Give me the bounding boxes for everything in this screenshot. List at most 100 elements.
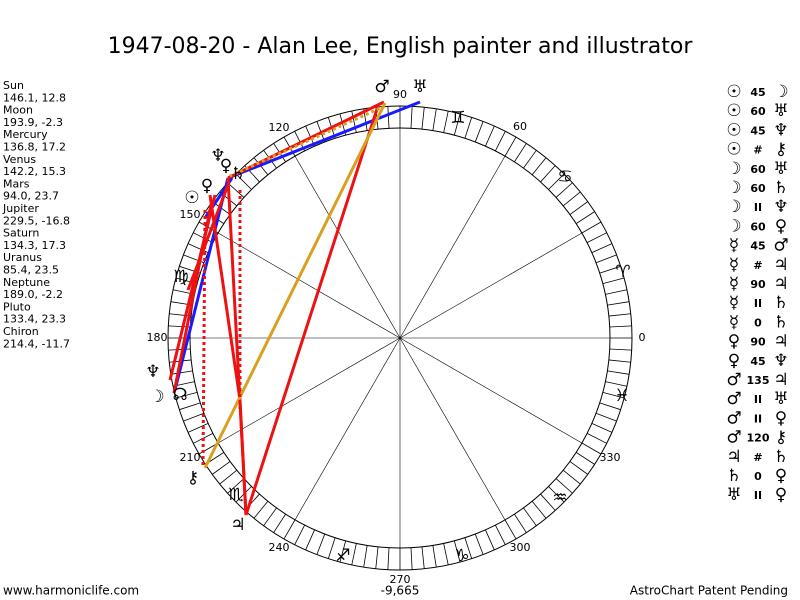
footer-right: AstroChart Patent Pending xyxy=(630,584,788,598)
aspect-from: ☿ xyxy=(729,236,739,256)
aspect-to: ♄ xyxy=(773,178,788,198)
ring-tick xyxy=(609,325,632,328)
ring-tick xyxy=(464,117,473,139)
aspect-type: # xyxy=(753,259,762,272)
aspect-to: ♀ xyxy=(775,408,787,428)
ring-tick xyxy=(494,524,506,545)
degree-label: 330 xyxy=(600,451,621,464)
spoke xyxy=(294,155,401,339)
aspect-to: ♅ xyxy=(773,389,788,409)
aspect-to: ♆ xyxy=(773,351,788,371)
ring-tick xyxy=(183,412,205,422)
aspect-type: II xyxy=(754,393,762,406)
ring-tick xyxy=(504,136,517,157)
sign-glyph: ♋ xyxy=(557,167,572,187)
planet-name: Venus xyxy=(3,153,36,166)
sign-glyph: ♐ xyxy=(335,546,350,566)
ring-tick xyxy=(169,313,192,317)
aspect-type: # xyxy=(753,144,762,157)
ring-tick xyxy=(464,537,473,559)
aspect-to: ♀ xyxy=(775,485,787,505)
ring-tick xyxy=(602,277,625,285)
spoke xyxy=(294,337,401,521)
degree-label: 60 xyxy=(513,120,527,133)
ring-tick xyxy=(531,500,547,519)
planet-glyph: ♄ xyxy=(230,164,245,184)
aspect-lines xyxy=(168,100,421,516)
aspect-from: ☉ xyxy=(726,120,741,140)
ring-tick xyxy=(283,519,296,540)
ring-tick xyxy=(219,469,238,485)
ring-tick xyxy=(316,533,326,555)
aspect-line xyxy=(203,102,387,469)
planet-name: Neptune xyxy=(3,276,50,289)
ring-tick xyxy=(599,265,621,274)
aspect-line xyxy=(244,105,380,516)
ring-tick xyxy=(523,150,537,169)
ring-tick xyxy=(432,545,437,568)
planet-name: Saturn xyxy=(3,227,39,240)
planet-name: Mars xyxy=(3,177,30,190)
aspect-line xyxy=(186,184,230,291)
ring-tick xyxy=(410,106,413,129)
sign-glyph: ♊ xyxy=(450,108,465,128)
planet-glyph: ☽ xyxy=(149,387,164,407)
ring-tick xyxy=(187,243,209,253)
spoke xyxy=(399,337,583,444)
aspect-from: ☽ xyxy=(726,159,741,179)
ring-tick xyxy=(548,486,565,503)
aspect-from: ♃ xyxy=(726,447,741,467)
planet-position: 94.0, 23.7 xyxy=(3,190,59,203)
ring-tick xyxy=(227,182,245,198)
aspect-type: 135 xyxy=(747,374,770,387)
ring-tick xyxy=(410,547,413,570)
planet-name: Mercury xyxy=(3,128,48,141)
aspect-line xyxy=(229,104,386,178)
ring-tick xyxy=(562,469,581,485)
planet-glyph: ♅ xyxy=(412,77,427,97)
planet-name: Sun xyxy=(3,79,24,92)
aspect-to: ☽ xyxy=(773,82,788,102)
ring-tick xyxy=(351,543,357,566)
aspect-line xyxy=(201,209,207,466)
aspect-from: ☉ xyxy=(726,140,741,160)
aspect-from: ☽ xyxy=(726,216,741,236)
ring-tick xyxy=(253,500,269,519)
aspect-type: 45 xyxy=(750,355,765,368)
aspect-to: ♄ xyxy=(773,312,788,332)
spoke xyxy=(399,155,506,339)
planet-position: 85.4, 23.5 xyxy=(3,264,59,277)
ring-tick xyxy=(387,547,390,570)
ring-tick xyxy=(504,519,517,540)
spoke xyxy=(217,232,401,339)
ring-tick xyxy=(514,143,527,163)
ring-tick xyxy=(168,348,191,351)
sign-glyph: ♍ xyxy=(173,267,188,287)
ring-tick xyxy=(375,546,379,569)
ring-tick xyxy=(555,182,573,198)
aspect-to: ♅ xyxy=(773,101,788,121)
aspect-from: ☽ xyxy=(726,197,741,217)
ring-tick xyxy=(595,254,617,264)
sign-glyph: ♑ xyxy=(454,546,469,566)
spoke xyxy=(399,337,506,521)
sign-glyph: ♓ xyxy=(614,386,629,406)
ring-tick xyxy=(443,543,449,566)
aspect-from: ☿ xyxy=(729,274,739,294)
ring-tick xyxy=(263,507,277,526)
degree-label: 0 xyxy=(639,331,646,344)
ring-tick xyxy=(387,106,390,129)
ring-tick xyxy=(485,125,495,147)
planet-glyph: ♀ xyxy=(201,176,213,196)
ring-tick xyxy=(548,173,565,190)
ring-tick xyxy=(235,173,252,190)
sign-glyph: ♏ xyxy=(228,485,243,505)
aspect-from: ☉ xyxy=(726,101,741,121)
ring-tick xyxy=(212,461,231,475)
aspect-to: ♆ xyxy=(773,120,788,140)
planet-position: 214.4, -11.7 xyxy=(3,337,70,350)
planet-position: 133.4, 23.3 xyxy=(3,313,66,326)
aspect-to: ♀ xyxy=(775,466,787,486)
aspect-to: ♅ xyxy=(773,159,788,179)
ring-tick xyxy=(273,513,286,533)
